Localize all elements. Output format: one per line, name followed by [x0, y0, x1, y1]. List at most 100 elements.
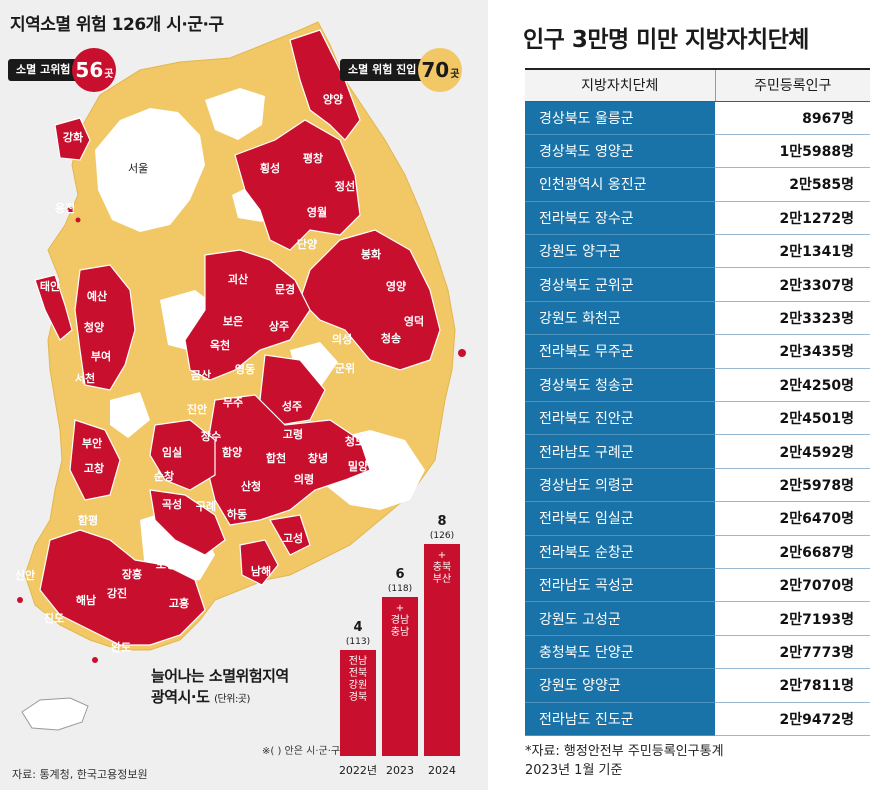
inset-title-line-1: 늘어나는 소멸위험지역: [151, 667, 289, 685]
table-row: 전라남도 곡성군 2만7070명: [525, 568, 870, 603]
map-region-label: 보성: [156, 557, 176, 571]
population-cell: 2만7773명: [715, 635, 870, 670]
map-capital-area: [95, 108, 205, 232]
table-row: 충청북도 단양군 2만7773명: [525, 635, 870, 670]
bar: [340, 650, 376, 756]
map-region-label: 봉화: [361, 247, 381, 261]
bar-inner-label: 전북: [349, 667, 367, 679]
left-source: 자료: 통계청, 한국고용정보원: [12, 768, 148, 781]
map-region-label: 함평: [78, 513, 98, 527]
map-region-label: 완도: [111, 641, 131, 654]
population-cell: 8967명: [715, 101, 870, 135]
map-region-label: 단양: [297, 237, 317, 251]
map-region-label: 횡성: [260, 161, 280, 175]
map-region-namhae: [239, 539, 279, 586]
x-tick-label: 2023: [386, 764, 414, 777]
population-table: 지방자치단체 주민등록인구 경상북도 울릉군 8967명 경상북도 영양군 1만598…: [525, 68, 870, 736]
map-region-label: 군위: [335, 362, 355, 375]
map-region-jeonnam-south: [39, 529, 206, 646]
map-region-label: 임실: [162, 445, 182, 459]
map-region-label: 장수: [201, 429, 221, 443]
map-region-label: 부여: [91, 349, 111, 363]
table-row: 전라남도 구례군 2만4592명: [525, 434, 870, 469]
entry-risk-unit: 곳: [450, 69, 460, 80]
map-region-label: 산청: [241, 479, 261, 493]
table-row: 인천광역시 옹진군 2만585명: [525, 167, 870, 202]
municipality-cell: 전라북도 순창군: [525, 535, 715, 569]
map-region-label: 영동: [235, 363, 255, 376]
map-region-label: 청양: [84, 320, 104, 334]
map-island-4: [17, 597, 23, 603]
map-region-label: 장흥: [122, 567, 142, 581]
map-region-label: 밀양: [348, 459, 368, 473]
map-region-label: 고창: [84, 461, 104, 475]
map-region-label: 곡성: [162, 497, 182, 511]
map-region-label: 정선: [335, 179, 355, 193]
municipality-cell: 전라북도 진안군: [525, 401, 715, 436]
map-chuncheon-area: [205, 88, 265, 140]
right-panel: 인구 3만명 미만 지방자치단체 지방자치단체 주민등록인구 경상북도 울릉군 8…: [488, 0, 873, 790]
map-region-label: 구례: [196, 499, 216, 513]
map-ulleung: [458, 349, 466, 357]
map-region-label: 신안: [15, 568, 35, 582]
header-municipality: 지방자치단체: [525, 68, 716, 102]
table-row: 전라북도 무주군 2만3435명: [525, 334, 870, 369]
high-risk-count-badge: 56 곳: [72, 48, 117, 92]
map-region-label: 영월: [307, 205, 327, 219]
x-tick-label: 2022년: [339, 764, 377, 777]
population-cell: 2만5978명: [715, 468, 870, 503]
map-region-gangwon-east: [289, 29, 361, 141]
map-region-label: 양양: [323, 92, 343, 106]
bar-inner-label: 경남: [391, 613, 409, 626]
table-row: 경상남도 의령군 2만5978명: [525, 468, 870, 503]
bar-inner-label: 강원: [349, 679, 367, 691]
left-title: 지역소멸 위험 126개 시·군·구: [10, 15, 224, 35]
map-region-label: 강화: [63, 130, 83, 144]
map-region-label: 순창: [154, 469, 174, 483]
table-row: 강원도 고성군 2만7193명: [525, 601, 870, 636]
map-region-label: 옥천: [210, 338, 230, 352]
bar-inner-label: 전남: [349, 655, 367, 667]
right-source-line-1: *자료: 행정안전부 주민등록인구통계: [525, 744, 724, 759]
high-risk-unit: 곳: [104, 69, 114, 80]
right-source-line-2: 2023년 1월 기준: [525, 763, 623, 778]
bar: [382, 597, 418, 756]
map-region-label: 평창: [303, 151, 323, 165]
map-region-taean: [34, 274, 73, 341]
high-risk-regions: [34, 29, 441, 646]
population-cell: 2만9472명: [715, 702, 870, 736]
left-panel: 양양 강화 옹진 횡성 평창 정선 영월 단양 봉화 영양 영덕 태안 예산 청양 부여 서천 괴산 보은 옥천 상주…: [0, 0, 488, 790]
map-region-jeonnam-mid: [149, 489, 226, 556]
table-header-row: 지방자치단체 주민등록인구: [525, 68, 870, 102]
table-row: 전라남도 진도군 2만9472명: [525, 702, 870, 736]
bar-sub-label: (113): [346, 637, 370, 647]
map-region-label: 금산: [191, 368, 211, 382]
population-cell: 2만4592명: [715, 434, 870, 469]
table-row: 전라북도 진안군 2만4501명: [525, 401, 870, 436]
inset-bar-chart: 4(113)전남전북강원경북2022년6(118)+경남충남20238(126)…: [339, 514, 460, 777]
population-cell: 2만1272명: [715, 201, 870, 236]
map-island-2: [75, 217, 81, 223]
map-region-label: 서천: [75, 371, 95, 385]
map-region-ganghwa: [54, 117, 91, 161]
inset-footnote: ※( ) 안은 시·군·구: [262, 746, 341, 757]
map-region-chungnam: [74, 264, 136, 391]
map-region-label: 보은: [223, 315, 243, 328]
map-region-gyeongnam: [204, 394, 371, 526]
population-cell: 2만6470명: [715, 501, 870, 536]
municipality-cell: 전라북도 임실군: [525, 501, 715, 536]
map-region-label: 부안: [82, 436, 102, 450]
municipality-cell: 전라남도 구례군: [525, 434, 715, 469]
map-region-label: 문경: [275, 282, 295, 296]
table-row: 경상북도 군위군 2만3307명: [525, 267, 870, 302]
map-seoul-label: 서울: [128, 162, 148, 175]
population-cell: 2만3435명: [715, 334, 870, 369]
map-region-label: 진안: [187, 402, 207, 416]
table-row: 전라북도 임실군 2만6470명: [525, 501, 870, 536]
map-region-label: 강진: [107, 586, 127, 600]
right-title: 인구 3만명 미만 지방자치단체: [523, 27, 809, 53]
bar-inner-label: +: [438, 550, 446, 561]
population-cell: 2만3323명: [715, 301, 870, 336]
inset-title-line-2: 광역시·도: [151, 688, 210, 706]
